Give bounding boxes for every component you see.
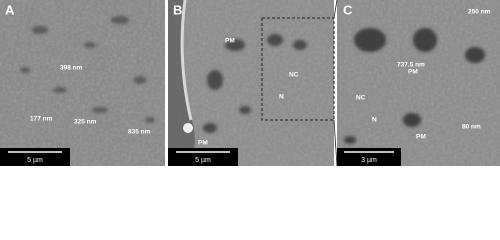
annotation: PM [416, 134, 426, 141]
annotation: PM [225, 38, 235, 45]
annotation: N [279, 94, 284, 101]
scale-bar-label: 5 µm [27, 157, 43, 164]
annotation: 835 nm [128, 129, 151, 136]
bright-edge [180, 0, 193, 121]
annotation: PM [198, 140, 208, 147]
annotation: PM [408, 69, 418, 76]
bright-spot [183, 123, 193, 133]
panel-label: A [5, 2, 15, 17]
panel-label: B [173, 2, 182, 17]
scale-bar-label: 5 µm [195, 157, 211, 164]
pores [344, 28, 485, 144]
annotation: 325 nm [74, 119, 97, 126]
panel-a: A 398 nm 177 nm 325 nm 835 nm 5 µm [0, 0, 165, 166]
figure: A 398 nm 177 nm 325 nm 835 nm 5 µm B PM … [0, 0, 500, 166]
annotation: NC [356, 95, 366, 102]
annotation: 80 nm [462, 124, 481, 131]
annotation: 398 nm [60, 65, 83, 72]
panel-c: C 250 nm 737.5 nm PM NC N 80 nm PM 3 µm [333, 0, 500, 166]
texture [337, 0, 500, 166]
zoom-line [333, 119, 338, 166]
annotation: N [372, 117, 377, 124]
zoom-line [333, 0, 338, 19]
scale-bar-label: 3 µm [361, 157, 377, 164]
annotation: 737.5 nm [397, 62, 425, 69]
pores [203, 34, 307, 133]
panel-label: C [343, 2, 353, 17]
annotation: 250 nm [468, 9, 491, 16]
panel-b: B PM NC N PM 5 µm [168, 0, 335, 166]
zoom-box [261, 17, 335, 121]
pores [20, 16, 155, 123]
texture [168, 0, 334, 166]
annotation: 177 nm [30, 116, 53, 123]
annotation: NC [289, 72, 299, 79]
